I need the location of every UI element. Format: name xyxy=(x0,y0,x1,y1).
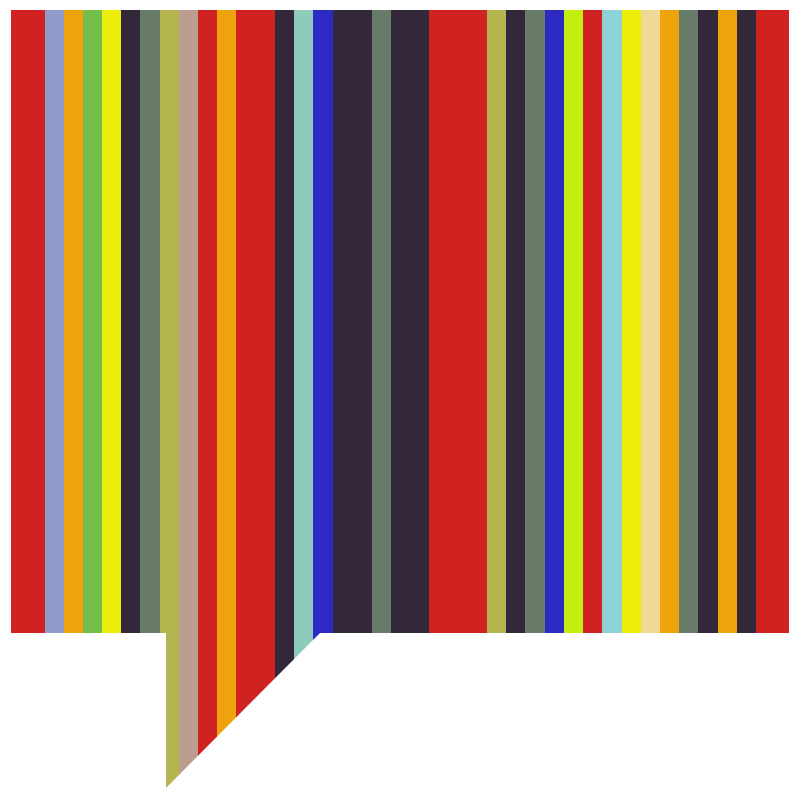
stripe xyxy=(236,10,275,788)
stripe xyxy=(698,10,718,788)
stripe xyxy=(564,10,583,788)
stripe xyxy=(198,10,217,788)
stripe xyxy=(429,10,487,788)
stripe xyxy=(102,10,121,788)
stripe xyxy=(179,10,198,788)
stripe xyxy=(83,10,102,788)
stripe xyxy=(679,10,698,788)
stripe xyxy=(487,10,506,788)
stripe xyxy=(718,10,737,788)
stripe xyxy=(391,10,429,788)
stripe xyxy=(333,10,372,788)
stripe xyxy=(45,10,64,788)
stripe xyxy=(602,10,622,788)
stripe xyxy=(525,10,545,788)
stripe xyxy=(641,10,660,788)
stripe xyxy=(140,10,160,788)
stripe xyxy=(275,10,294,788)
stripes xyxy=(11,10,789,788)
stripe xyxy=(294,10,313,788)
stripe xyxy=(313,10,333,788)
stripe xyxy=(622,10,641,788)
stripe xyxy=(11,10,45,788)
stripe xyxy=(64,10,83,788)
stripe xyxy=(583,10,602,788)
stripe xyxy=(506,10,525,788)
stripe xyxy=(217,10,236,788)
stripe xyxy=(372,10,391,788)
stripe xyxy=(121,10,140,788)
stripe xyxy=(756,10,789,788)
stripe xyxy=(660,10,679,788)
stripe xyxy=(737,10,756,788)
stripe xyxy=(545,10,564,788)
stripe xyxy=(160,10,179,788)
